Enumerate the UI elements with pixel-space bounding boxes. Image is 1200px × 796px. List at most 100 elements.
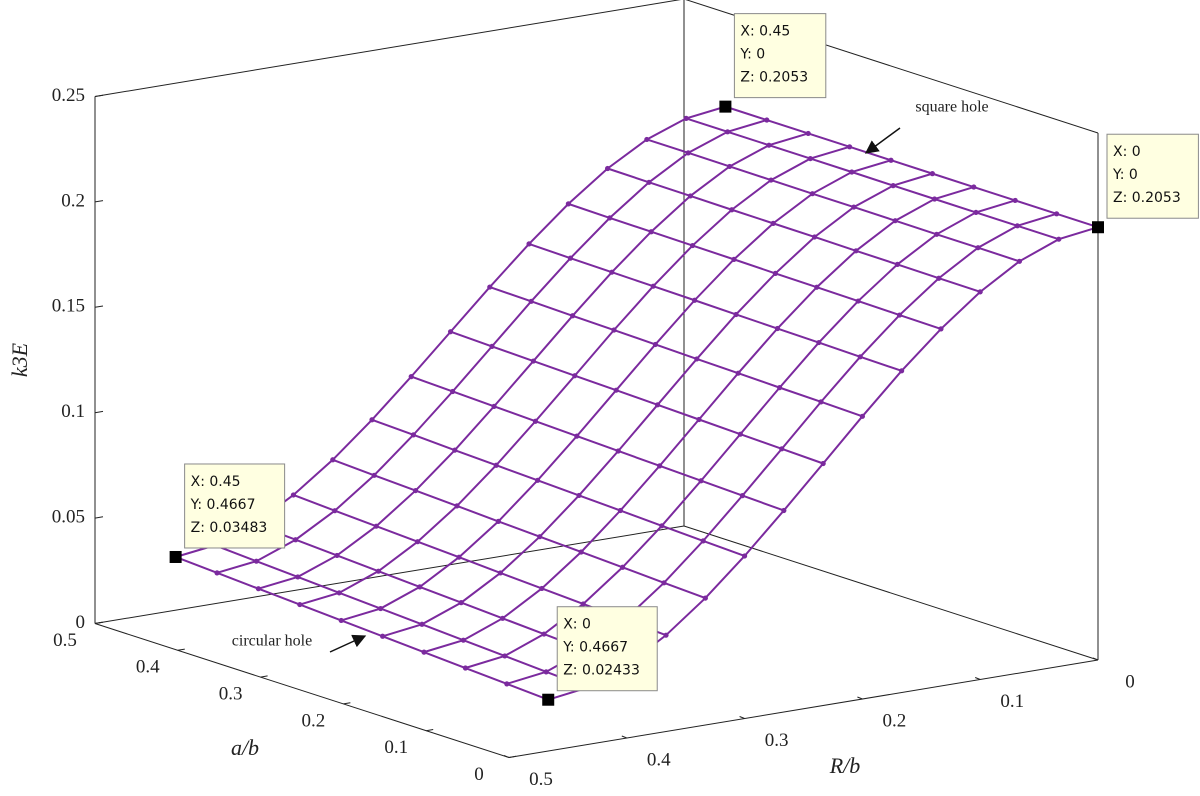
mesh-point bbox=[663, 632, 669, 638]
mesh-point bbox=[931, 196, 938, 202]
mesh-point bbox=[847, 144, 853, 150]
datatip-text: X: 0.45 bbox=[740, 24, 790, 40]
mesh-line bbox=[528, 242, 902, 372]
mesh-point bbox=[456, 554, 462, 560]
mesh-line bbox=[410, 375, 785, 512]
mesh-point bbox=[777, 385, 783, 391]
datatip-box bbox=[733, 13, 827, 99]
y-tick-label: 0.4 bbox=[647, 749, 671, 770]
z-axis-label: k3E bbox=[7, 342, 32, 377]
datatip-text: Z: 0.03483 bbox=[191, 520, 268, 536]
mesh-point bbox=[332, 508, 338, 514]
mesh-point bbox=[657, 463, 663, 469]
annotation-arrow bbox=[864, 127, 901, 154]
mesh-point bbox=[605, 165, 611, 172]
x-tick-label: 0.2 bbox=[302, 710, 326, 731]
surface bbox=[173, 104, 1101, 703]
mesh-point bbox=[1054, 211, 1060, 217]
mesh-point bbox=[737, 431, 743, 437]
mesh-line bbox=[725, 105, 1099, 229]
mesh-point bbox=[692, 297, 698, 303]
datatip-text: Y: 0 bbox=[739, 47, 765, 63]
x-tick-label: 0.3 bbox=[219, 683, 243, 704]
x-tick bbox=[508, 755, 517, 758]
mesh-point bbox=[410, 432, 416, 438]
mesh-point bbox=[727, 163, 733, 170]
mesh-point bbox=[764, 117, 770, 123]
y-tick-label: 0.5 bbox=[529, 769, 553, 790]
mesh-point bbox=[297, 601, 303, 608]
mesh-point bbox=[450, 388, 456, 395]
datatip-text: Y: 0.4667 bbox=[562, 640, 628, 656]
mesh-point bbox=[609, 269, 615, 275]
mesh-point bbox=[537, 534, 543, 540]
axis-line bbox=[508, 659, 1099, 758]
x-tick-label: 0 bbox=[474, 764, 484, 785]
mesh-point bbox=[419, 621, 425, 627]
y-tick bbox=[503, 755, 510, 758]
mesh-point bbox=[408, 374, 414, 380]
y-tick-label: 0.3 bbox=[765, 730, 789, 751]
mesh-point bbox=[696, 416, 702, 423]
x-tick bbox=[94, 621, 103, 624]
mesh-point bbox=[971, 184, 977, 190]
y-tick-label: 0.2 bbox=[883, 710, 907, 731]
mesh-point bbox=[530, 358, 536, 364]
axis-line bbox=[94, 0, 682, 97]
mesh-point bbox=[330, 457, 336, 463]
z-tick bbox=[94, 200, 104, 203]
mesh-point bbox=[892, 218, 898, 224]
x-tick-label: 0.1 bbox=[384, 737, 408, 758]
mesh-point bbox=[733, 311, 739, 318]
mesh-point bbox=[781, 507, 787, 514]
mesh-point bbox=[890, 183, 896, 189]
mesh-point bbox=[1014, 223, 1020, 229]
mesh-point bbox=[541, 631, 547, 637]
mesh-point bbox=[929, 171, 936, 177]
mesh-point bbox=[853, 248, 859, 254]
mesh-point bbox=[1056, 236, 1062, 242]
mesh-line bbox=[214, 544, 588, 689]
mesh-line bbox=[646, 138, 1020, 263]
mesh-point bbox=[702, 595, 708, 601]
mesh-point bbox=[447, 329, 454, 335]
mesh-point bbox=[502, 653, 508, 659]
mesh-point bbox=[779, 446, 785, 452]
mesh-point bbox=[814, 284, 820, 290]
mesh-point bbox=[497, 570, 504, 576]
z-tick-label: 0.15 bbox=[52, 296, 85, 317]
mesh-point bbox=[371, 472, 377, 478]
mesh-point bbox=[938, 326, 944, 332]
mesh-point bbox=[526, 241, 532, 247]
mesh-point bbox=[504, 681, 510, 687]
mesh-point bbox=[615, 448, 621, 454]
mesh-point bbox=[683, 115, 689, 121]
x-tick-label: 0.5 bbox=[53, 630, 77, 651]
z-tick-label: 0.1 bbox=[61, 401, 85, 422]
mesh-point bbox=[805, 130, 811, 137]
mesh-point bbox=[543, 669, 549, 675]
mesh-line bbox=[371, 418, 745, 557]
mesh-line bbox=[175, 556, 549, 701]
datatip-text: X: 0 bbox=[1113, 144, 1141, 160]
mesh-line bbox=[685, 117, 1060, 241]
mesh-point bbox=[772, 270, 778, 277]
mesh-line bbox=[568, 202, 942, 330]
axis-line bbox=[94, 623, 510, 758]
mesh-point bbox=[493, 462, 499, 468]
mesh-point bbox=[375, 568, 381, 574]
mesh-point bbox=[812, 234, 818, 240]
mesh-point bbox=[973, 209, 979, 216]
mesh-point bbox=[739, 493, 746, 499]
x-tick-label: 0.4 bbox=[136, 657, 160, 678]
z-tick-label: 0.05 bbox=[52, 506, 85, 527]
mesh-point bbox=[888, 157, 894, 163]
mesh-point bbox=[487, 284, 493, 290]
mesh-point bbox=[816, 339, 822, 346]
mesh-point bbox=[567, 255, 574, 261]
mesh-point bbox=[570, 313, 576, 319]
mesh-point bbox=[295, 574, 301, 580]
mesh-point bbox=[578, 549, 584, 555]
mesh-point bbox=[421, 649, 427, 655]
mesh-point bbox=[377, 605, 384, 612]
